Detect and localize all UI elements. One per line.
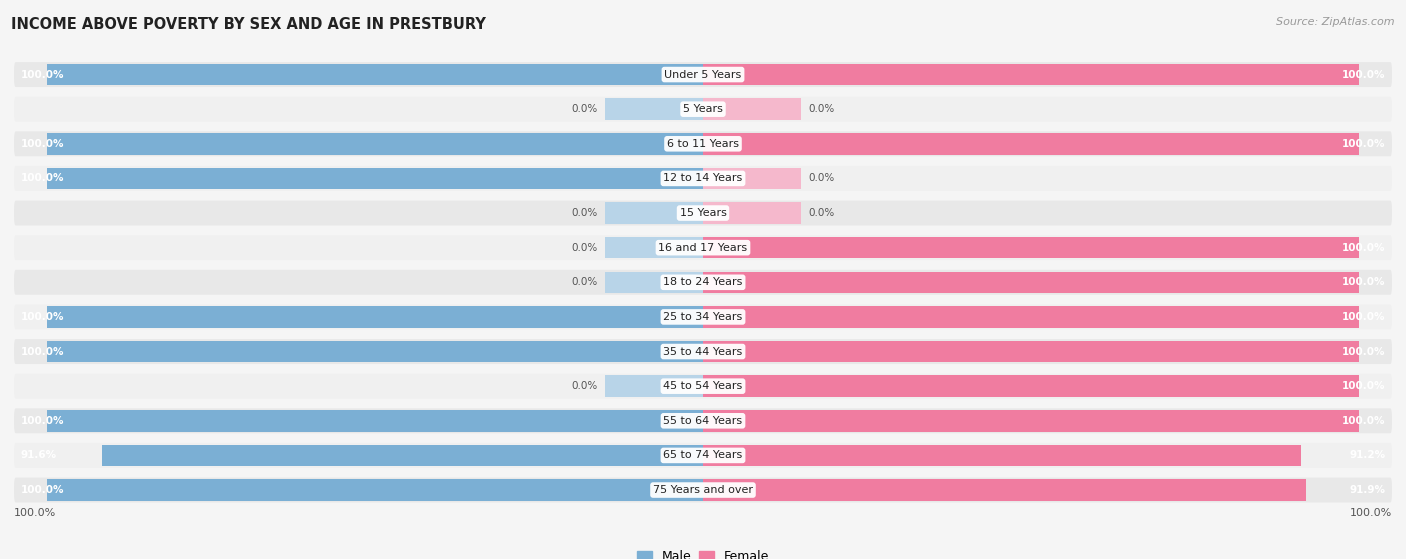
Text: 100.0%: 100.0% [21,69,65,79]
Text: INCOME ABOVE POVERTY BY SEX AND AGE IN PRESTBURY: INCOME ABOVE POVERTY BY SEX AND AGE IN P… [11,17,486,32]
Text: 100.0%: 100.0% [21,173,65,183]
Text: 5 Years: 5 Years [683,104,723,114]
Text: 55 to 64 Years: 55 to 64 Years [664,416,742,426]
Bar [703,168,801,189]
Text: 15 Years: 15 Years [679,208,727,218]
Text: 91.6%: 91.6% [21,451,56,461]
Bar [46,479,703,501]
Text: 6 to 11 Years: 6 to 11 Years [666,139,740,149]
Bar [703,306,1360,328]
Text: 100.0%: 100.0% [21,312,65,322]
Text: 0.0%: 0.0% [808,173,834,183]
FancyBboxPatch shape [14,270,1392,295]
Text: 100.0%: 100.0% [1341,69,1385,79]
Bar [703,272,1360,293]
Text: 0.0%: 0.0% [572,381,598,391]
Text: 100.0%: 100.0% [1341,277,1385,287]
FancyBboxPatch shape [14,97,1392,122]
Bar [605,98,703,120]
Text: 45 to 54 Years: 45 to 54 Years [664,381,742,391]
FancyBboxPatch shape [14,339,1392,364]
FancyBboxPatch shape [14,408,1392,433]
FancyBboxPatch shape [14,166,1392,191]
Bar [703,64,1360,86]
Text: 0.0%: 0.0% [572,104,598,114]
FancyBboxPatch shape [14,305,1392,329]
Text: 0.0%: 0.0% [808,208,834,218]
FancyBboxPatch shape [14,62,1392,87]
Bar [605,376,703,397]
Text: 100.0%: 100.0% [1341,416,1385,426]
Text: 0.0%: 0.0% [572,243,598,253]
Bar [46,64,703,86]
Text: 100.0%: 100.0% [21,139,65,149]
Text: 100.0%: 100.0% [1350,508,1392,518]
Text: 0.0%: 0.0% [808,104,834,114]
Text: 100.0%: 100.0% [1341,312,1385,322]
Bar [46,341,703,362]
Bar [703,479,1306,501]
Bar [46,168,703,189]
Bar [46,306,703,328]
Text: 18 to 24 Years: 18 to 24 Years [664,277,742,287]
Bar [703,237,1360,258]
Text: Under 5 Years: Under 5 Years [665,69,741,79]
Text: 16 and 17 Years: 16 and 17 Years [658,243,748,253]
Text: 0.0%: 0.0% [572,208,598,218]
FancyBboxPatch shape [14,374,1392,399]
Bar [605,237,703,258]
Bar [46,133,703,154]
Bar [103,445,703,466]
Text: 100.0%: 100.0% [21,485,65,495]
Text: 0.0%: 0.0% [572,277,598,287]
Text: 65 to 74 Years: 65 to 74 Years [664,451,742,461]
Text: Source: ZipAtlas.com: Source: ZipAtlas.com [1277,17,1395,27]
FancyBboxPatch shape [14,235,1392,260]
Text: 91.2%: 91.2% [1350,451,1385,461]
Text: 100.0%: 100.0% [14,508,56,518]
FancyBboxPatch shape [14,131,1392,157]
Text: 100.0%: 100.0% [21,347,65,357]
Text: 25 to 34 Years: 25 to 34 Years [664,312,742,322]
Text: 12 to 14 Years: 12 to 14 Years [664,173,742,183]
Text: 100.0%: 100.0% [1341,381,1385,391]
Bar [703,341,1360,362]
Bar [703,202,801,224]
Text: 100.0%: 100.0% [1341,139,1385,149]
Bar [46,410,703,432]
Bar [703,445,1302,466]
Text: 100.0%: 100.0% [21,416,65,426]
Bar [703,133,1360,154]
Bar [605,272,703,293]
Bar [703,410,1360,432]
Legend: Male, Female: Male, Female [631,546,775,559]
FancyBboxPatch shape [14,201,1392,225]
Text: 100.0%: 100.0% [1341,243,1385,253]
Bar [605,202,703,224]
FancyBboxPatch shape [14,477,1392,503]
Text: 35 to 44 Years: 35 to 44 Years [664,347,742,357]
FancyBboxPatch shape [14,443,1392,468]
Bar [703,98,801,120]
Bar [703,376,1360,397]
Text: 100.0%: 100.0% [1341,347,1385,357]
Text: 91.9%: 91.9% [1350,485,1385,495]
Text: 75 Years and over: 75 Years and over [652,485,754,495]
